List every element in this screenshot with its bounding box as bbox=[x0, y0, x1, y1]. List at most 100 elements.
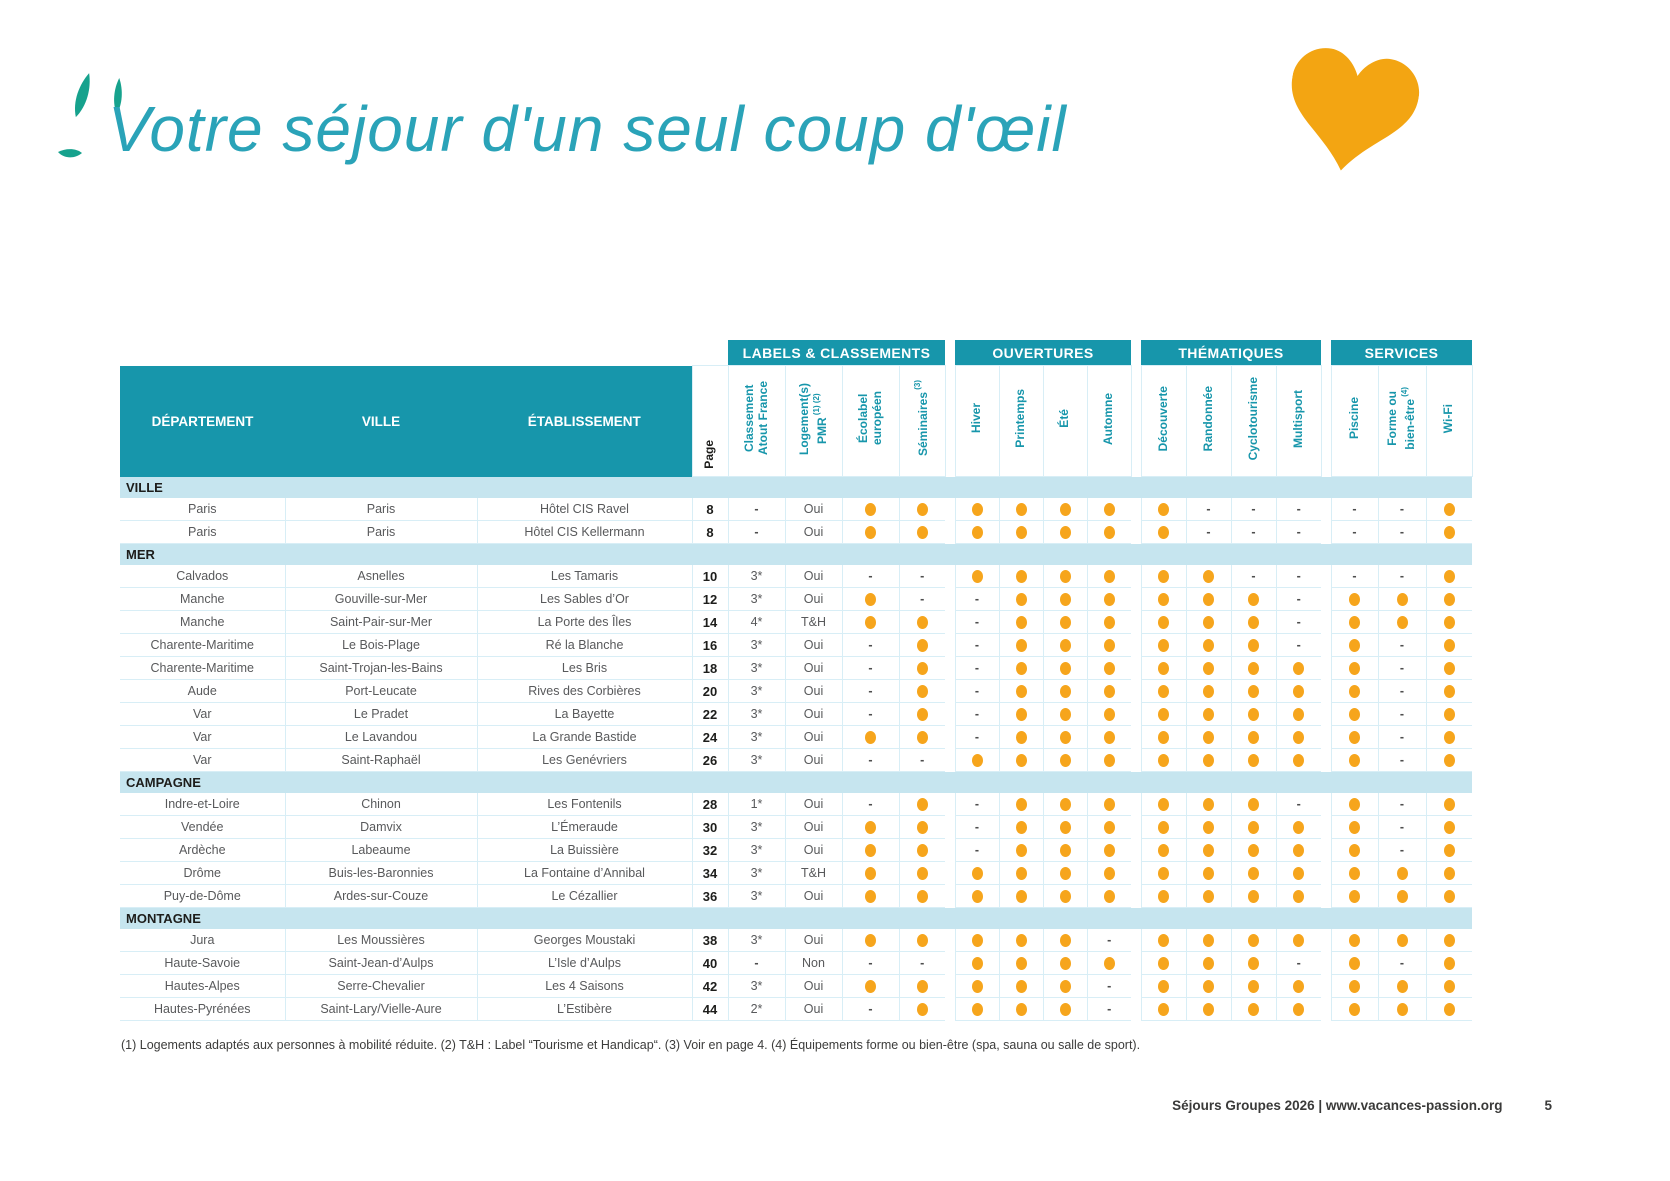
feature-dot bbox=[1248, 616, 1259, 630]
column-label-footref: (1) (2) bbox=[811, 393, 821, 418]
cell-text: Oui bbox=[803, 889, 824, 903]
group-gap bbox=[1321, 679, 1331, 703]
feature-dot bbox=[1396, 593, 1408, 607]
dash-marker: - bbox=[1251, 569, 1256, 583]
cell-text: Oui bbox=[803, 843, 824, 857]
cell-value bbox=[1185, 793, 1231, 816]
feature-dot bbox=[1015, 821, 1027, 835]
feature-dot bbox=[916, 980, 928, 994]
feature-dot bbox=[1059, 570, 1071, 584]
group-gap bbox=[1321, 565, 1331, 588]
leaf-decoration-icon bbox=[58, 73, 122, 158]
feature-dot bbox=[971, 1003, 983, 1017]
feature-dot bbox=[1443, 844, 1455, 858]
dash-marker: - bbox=[868, 956, 873, 970]
cell-value bbox=[1042, 793, 1087, 816]
cell-value bbox=[1086, 679, 1131, 703]
column-label: Écolabel européen bbox=[855, 391, 884, 446]
cell-value bbox=[1377, 861, 1426, 885]
feature-dot bbox=[916, 526, 928, 540]
feature-dot bbox=[971, 503, 983, 517]
cell-value bbox=[1042, 838, 1087, 862]
cell-value bbox=[1185, 702, 1231, 726]
feature-dot bbox=[1349, 1003, 1360, 1017]
group-gap bbox=[1131, 997, 1141, 1021]
cell-value bbox=[898, 498, 945, 521]
cell-departement: Charente-Maritime bbox=[120, 633, 285, 657]
cell-value bbox=[1330, 610, 1378, 634]
cell-ville: Les Moussières bbox=[284, 929, 477, 952]
column-header: Classement Atout France bbox=[727, 365, 786, 477]
feature-dot bbox=[971, 980, 983, 994]
cell-value bbox=[1377, 929, 1426, 952]
table-row: Manche Saint-Pair-sur-Mer La Porte des Île… bbox=[120, 610, 1472, 634]
feature-dot bbox=[1443, 639, 1455, 653]
dash-marker: - bbox=[1399, 797, 1405, 811]
feature-dot bbox=[1015, 662, 1027, 676]
cell-value: - bbox=[1377, 838, 1426, 862]
dash-marker: - bbox=[1296, 569, 1301, 583]
cell-value: - bbox=[1230, 565, 1276, 588]
column-label-footref: (4) bbox=[1400, 387, 1409, 400]
cell-page: 38 bbox=[691, 929, 728, 952]
table-row: Paris Paris Hôtel CIS Ravel 8- Oui - - - - - bbox=[120, 498, 1472, 521]
cell-value bbox=[1086, 725, 1131, 749]
feature-dot bbox=[1293, 867, 1305, 881]
cell-value bbox=[898, 861, 945, 885]
cell-etablissement: L’Isle d’Aulps bbox=[476, 951, 692, 975]
column-label: Randonnée bbox=[1200, 385, 1215, 452]
cell-value bbox=[1330, 951, 1378, 975]
cell-ville: Paris bbox=[284, 520, 477, 544]
feature-dot bbox=[1349, 593, 1360, 607]
cell-departement: Paris bbox=[120, 520, 285, 544]
cell-value bbox=[1330, 587, 1378, 611]
cell-value bbox=[1425, 815, 1472, 839]
cell-departement: Vendée bbox=[120, 815, 285, 839]
feature-dot bbox=[916, 890, 928, 904]
dash-marker: - bbox=[1352, 569, 1357, 583]
feature-dot bbox=[1396, 1003, 1408, 1017]
cell-text: 3* bbox=[750, 889, 763, 903]
page-column-header: Page bbox=[691, 365, 729, 477]
feature-dot bbox=[971, 526, 983, 540]
cell-value bbox=[1377, 587, 1426, 611]
cell-value bbox=[841, 974, 899, 998]
cell-value bbox=[1230, 974, 1276, 998]
cell-value bbox=[1086, 633, 1131, 657]
feature-dot bbox=[1158, 980, 1169, 994]
feature-dot bbox=[1015, 980, 1027, 994]
column-header: Automne bbox=[1086, 365, 1132, 477]
feature-dot bbox=[1248, 867, 1259, 881]
footer-page-number: 5 bbox=[1544, 1098, 1552, 1113]
dash-marker: - bbox=[1399, 730, 1405, 744]
feature-dot bbox=[1158, 731, 1169, 745]
cell-value: Oui bbox=[784, 633, 842, 657]
feature-dot bbox=[1349, 616, 1360, 630]
cell-text: 3* bbox=[750, 730, 763, 744]
feature-dot bbox=[1103, 731, 1115, 745]
cell-text: Non bbox=[802, 956, 825, 970]
cell-value bbox=[1185, 679, 1231, 703]
cell-value: Oui bbox=[784, 929, 842, 952]
group-gap bbox=[945, 884, 955, 908]
cell-ville: Le Pradet bbox=[284, 702, 477, 726]
feature-dot bbox=[916, 708, 928, 722]
group-gap bbox=[1321, 633, 1331, 657]
cell-value bbox=[1086, 702, 1131, 726]
group-gap bbox=[1321, 702, 1331, 726]
cell-page: 12 bbox=[691, 587, 728, 611]
cell-value bbox=[1042, 587, 1087, 611]
cell-departement: Var bbox=[120, 748, 285, 772]
cell-value: - bbox=[954, 610, 999, 634]
cell-value: - bbox=[1377, 565, 1426, 588]
feature-dot bbox=[1059, 980, 1071, 994]
cell-value bbox=[1330, 748, 1378, 772]
feature-dot bbox=[1349, 957, 1360, 971]
section-label: VILLE bbox=[120, 476, 1472, 498]
cell-etablissement: Ré la Blanche bbox=[476, 633, 692, 657]
cell-value bbox=[898, 633, 945, 657]
cell-value: - bbox=[841, 748, 899, 772]
feature-dot bbox=[1158, 867, 1169, 881]
cell-ville: Buis-les-Baronnies bbox=[284, 861, 477, 885]
feature-dot bbox=[1349, 639, 1360, 653]
